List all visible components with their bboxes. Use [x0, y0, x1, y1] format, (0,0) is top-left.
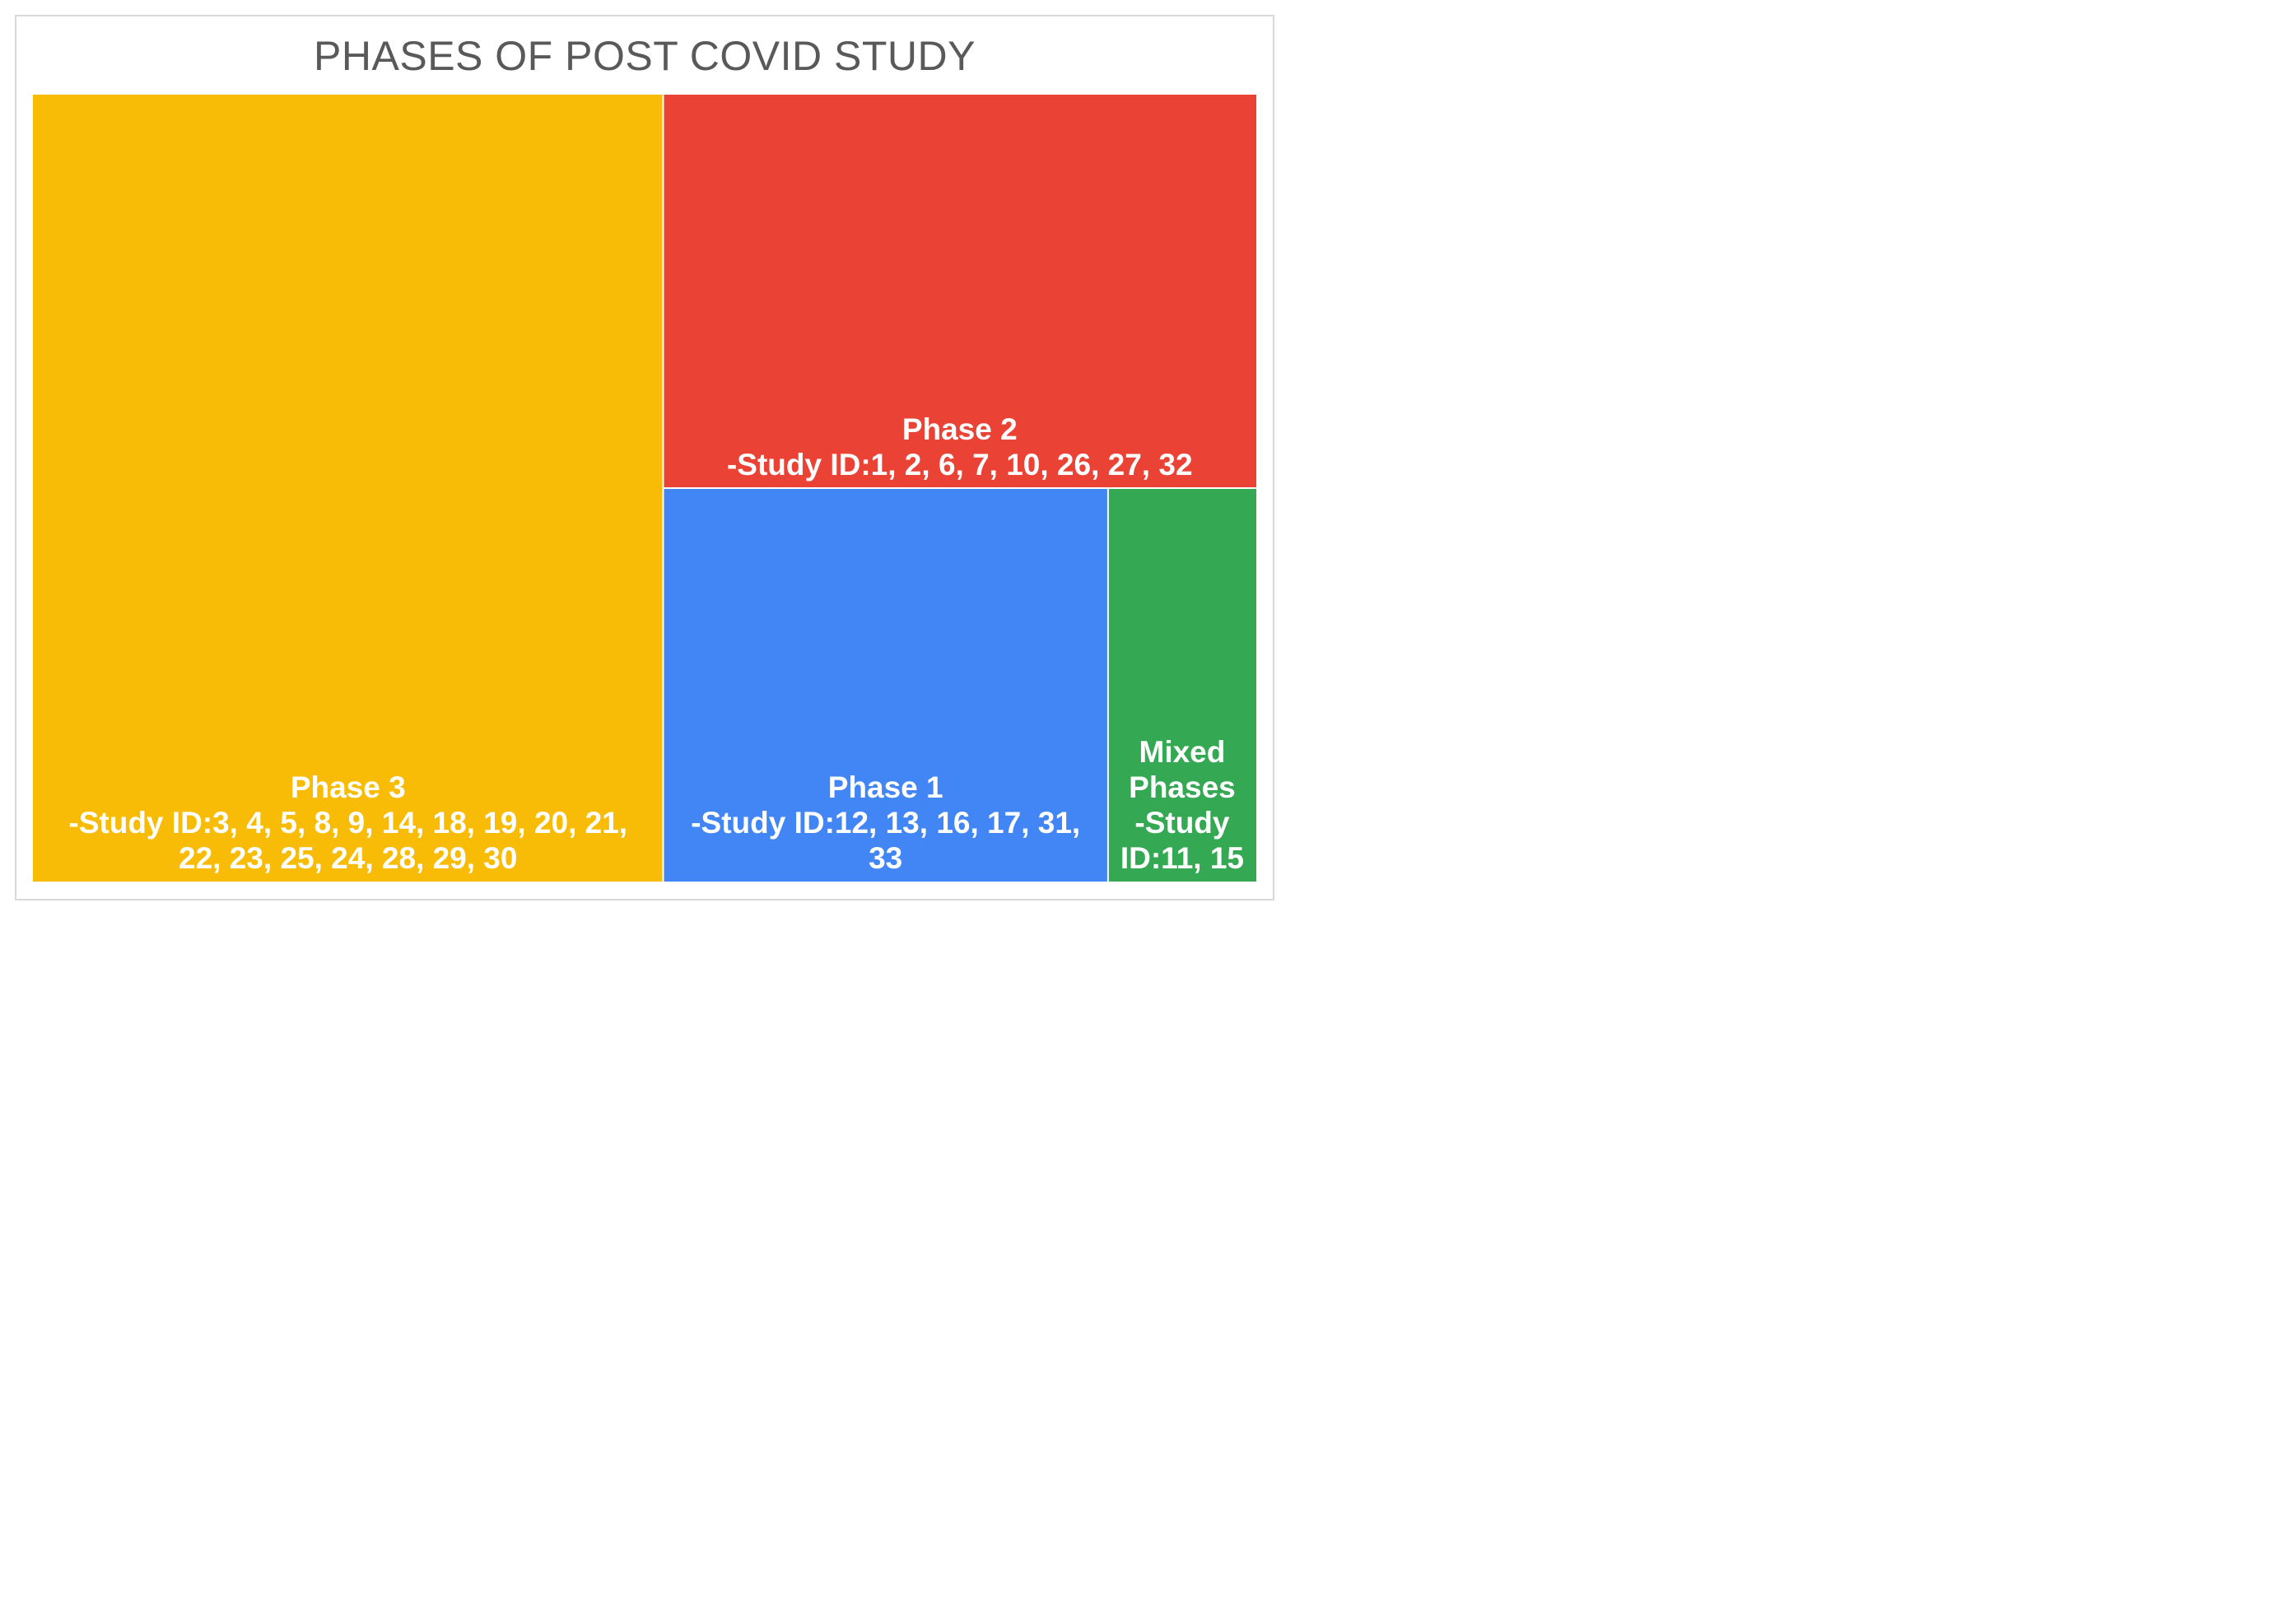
tile-label-phase-1-line-3: 33 [869, 841, 902, 875]
tile-label-mixed-phases-line-3: -Study [1134, 806, 1230, 840]
chart-title: PHASES OF POST COVID STUDY [314, 33, 976, 79]
tile-mixed-phases [1108, 489, 1256, 882]
tile-phase-1 [664, 489, 1107, 882]
tile-phase-2 [664, 95, 1256, 487]
tile-label-phase-3-line-3: 22, 23, 25, 24, 28, 29, 30 [179, 841, 517, 875]
tile-label-phase-3-line-2: -Study ID:3, 4, 5, 8, 9, 14, 18, 19, 20,… [68, 806, 627, 840]
tile-label-mixed-phases-line-2: Phases [1129, 770, 1236, 804]
tile-label-mixed-phases-line-4: ID:11, 15 [1120, 841, 1244, 875]
tile-label-phase-1-line-2: -Study ID:12, 13, 16, 17, 31, [691, 806, 1080, 840]
tile-label-mixed-phases-line-1: Mixed [1139, 735, 1226, 769]
tile-label-phase-3-line-1: Phase 3 [291, 770, 406, 804]
tile-phase-3 [33, 95, 663, 882]
tile-label-phase-2-line-1: Phase 2 [902, 412, 1018, 446]
treemap-chart: Phase 3-Study ID:3, 4, 5, 8, 9, 14, 18, … [33, 95, 1256, 882]
tile-label-phase-2-line-2: -Study ID:1, 2, 6, 7, 10, 26, 27, 32 [727, 448, 1193, 482]
tile-label-phase-1-line-1: Phase 1 [828, 770, 943, 804]
